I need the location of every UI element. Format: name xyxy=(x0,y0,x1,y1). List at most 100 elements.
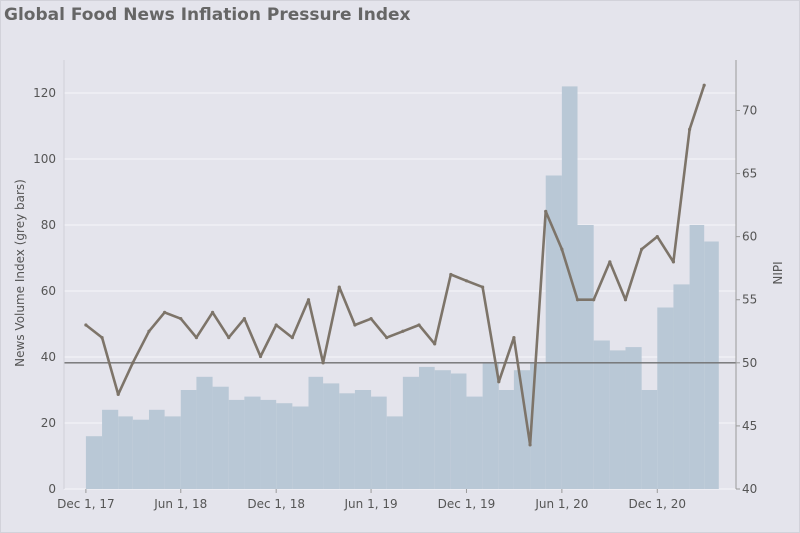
volume-bar xyxy=(609,350,626,489)
volume-bar xyxy=(402,376,420,489)
volume-bar xyxy=(625,347,642,489)
x-tick-label: Jun 1, 20 xyxy=(534,497,588,511)
nipi-point xyxy=(258,354,263,359)
nipi-point xyxy=(147,329,151,333)
volume-bar xyxy=(276,403,293,489)
volume-bar xyxy=(371,396,387,489)
y-tick-label-right: 70 xyxy=(742,103,757,117)
x-tick-label: Jun 1, 19 xyxy=(344,497,398,511)
nipi-point xyxy=(369,317,373,321)
volume-bar xyxy=(689,225,705,489)
nipi-point xyxy=(210,310,215,314)
nipi-point xyxy=(433,342,437,346)
volume-bar xyxy=(513,370,531,489)
volume-bar xyxy=(593,340,610,489)
nipi-point xyxy=(116,392,120,396)
volume-bar xyxy=(450,373,467,489)
y-tick-label-right: 45 xyxy=(742,419,757,433)
x-tick-label: Dec 1, 19 xyxy=(438,497,496,511)
volume-bar xyxy=(228,399,245,489)
volume-bar xyxy=(577,225,594,489)
nipi-point xyxy=(417,323,421,327)
nipi-point xyxy=(353,323,357,327)
nipi-point xyxy=(623,298,628,302)
nipi-point xyxy=(163,310,167,314)
volume-bar xyxy=(466,396,483,489)
nipi-point xyxy=(194,335,199,340)
nipi-point xyxy=(544,209,548,214)
volume-bar xyxy=(482,363,499,489)
volume-bar xyxy=(354,390,372,489)
x-tick-label: Dec 1, 17 xyxy=(57,497,115,511)
y-tick-label-left: 100 xyxy=(33,152,56,166)
y-tick-label-left: 120 xyxy=(33,86,56,100)
volume-bar xyxy=(323,383,340,489)
nipi-point xyxy=(702,83,706,87)
nipi-point xyxy=(290,335,294,340)
nipi-point xyxy=(321,361,325,365)
volume-bar xyxy=(180,390,197,489)
nipi-point xyxy=(227,335,231,340)
nipi-point xyxy=(84,323,88,327)
y-tick-label-right: 65 xyxy=(742,167,757,181)
x-tick-label: Jun 1, 18 xyxy=(153,497,207,511)
nipi-point xyxy=(100,335,104,340)
volume-bar xyxy=(545,175,562,489)
nipi-point xyxy=(575,298,580,302)
y-tick-label-left: 20 xyxy=(41,416,56,430)
y-axis-label-left: News Volume Index (grey bars) xyxy=(13,179,27,367)
nipi-point xyxy=(640,247,644,251)
volume-bar xyxy=(308,376,324,489)
volume-bar xyxy=(292,406,309,489)
volume-bar xyxy=(244,396,261,489)
volume-bar xyxy=(673,284,690,489)
nipi-point xyxy=(608,260,612,264)
nipi-point xyxy=(671,260,676,264)
volume-bar xyxy=(164,416,181,489)
volume-bar xyxy=(434,370,451,489)
volume-bar xyxy=(561,86,578,490)
axes: 0 20 40 60 80 100 120 40 45 50 55 60 65 70 Dec 1, 17 Ju… xyxy=(33,60,757,511)
line-series xyxy=(84,83,706,447)
volume-bar xyxy=(118,416,133,489)
nipi-point xyxy=(464,279,469,283)
nipi-point xyxy=(401,329,405,333)
nipi-point xyxy=(306,298,311,302)
nipi-point xyxy=(179,317,183,321)
nipi-point xyxy=(655,235,659,239)
nipi-point xyxy=(560,247,564,251)
volume-bar xyxy=(85,436,103,489)
volume-bar xyxy=(260,399,277,489)
nipi-point xyxy=(481,285,485,289)
volume-bar xyxy=(212,386,229,489)
nipi-point xyxy=(131,361,135,365)
volume-bar xyxy=(196,376,213,489)
volume-bar xyxy=(498,390,514,489)
volume-bar xyxy=(102,409,119,489)
volume-bar xyxy=(339,393,355,489)
nipi-point xyxy=(528,443,532,447)
y-tick-label-right: 60 xyxy=(742,230,757,244)
volume-bar xyxy=(386,416,403,489)
y-axis-label-right: NIPI xyxy=(771,261,785,284)
nipi-point xyxy=(512,335,516,340)
x-tick-label: Dec 1, 20 xyxy=(628,497,686,511)
nipi-point xyxy=(497,380,501,384)
nipi-point xyxy=(274,323,278,327)
volume-bar xyxy=(704,241,719,489)
volume-bar xyxy=(641,390,658,489)
volume-bar xyxy=(132,419,149,489)
y-tick-label-right: 55 xyxy=(742,293,757,307)
y-tick-label-left: 0 xyxy=(48,482,56,496)
y-tick-label-right: 40 xyxy=(742,482,757,496)
volume-bar xyxy=(148,409,165,489)
nipi-point xyxy=(242,317,246,321)
bar-series xyxy=(85,86,719,490)
chart-title: Global Food News Inflation Pressure Inde… xyxy=(4,5,411,25)
y-tick-label-left: 40 xyxy=(41,350,56,364)
volume-bar xyxy=(657,307,674,489)
nipi-line xyxy=(85,84,706,447)
nipi-point xyxy=(449,272,453,277)
nipi-point xyxy=(592,298,596,302)
y-tick-label-left: 60 xyxy=(41,284,56,298)
